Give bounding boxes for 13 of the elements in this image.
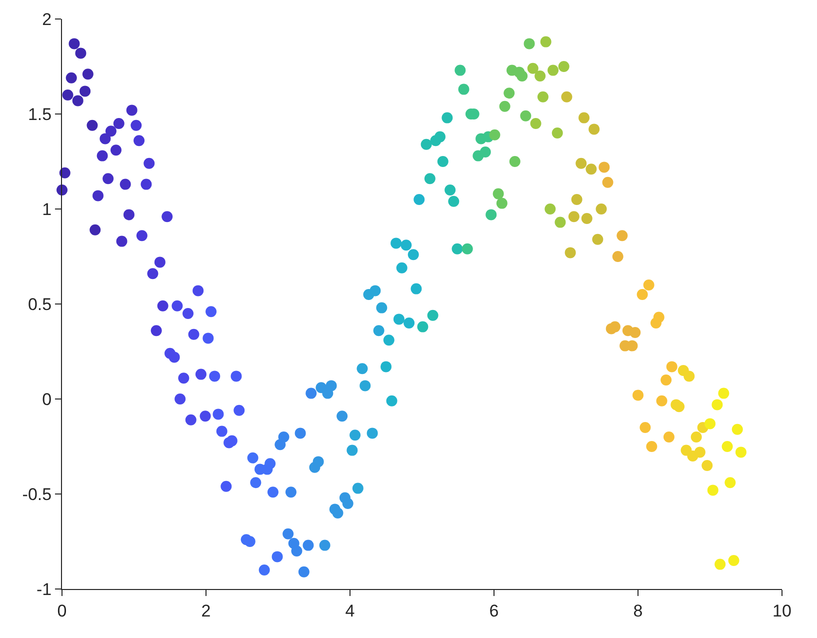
x-tick-label: 2 (201, 601, 211, 620)
y-tick-label: -1 (36, 580, 52, 599)
y-tick-label: 0 (42, 390, 52, 409)
y-tick-label: 0.5 (28, 294, 52, 314)
x-tick-label: 10 (772, 601, 792, 620)
y-tick-label: 1.5 (28, 104, 52, 124)
y-tick-label: 1 (42, 200, 52, 219)
x-tick-label: 4 (345, 601, 355, 620)
y-tick-label: 2 (42, 10, 52, 29)
x-tick-label: 8 (633, 601, 643, 620)
x-tick-label: 6 (489, 601, 499, 620)
x-tick-label: 0 (57, 601, 67, 620)
y-tick-label: -0.5 (22, 484, 52, 504)
